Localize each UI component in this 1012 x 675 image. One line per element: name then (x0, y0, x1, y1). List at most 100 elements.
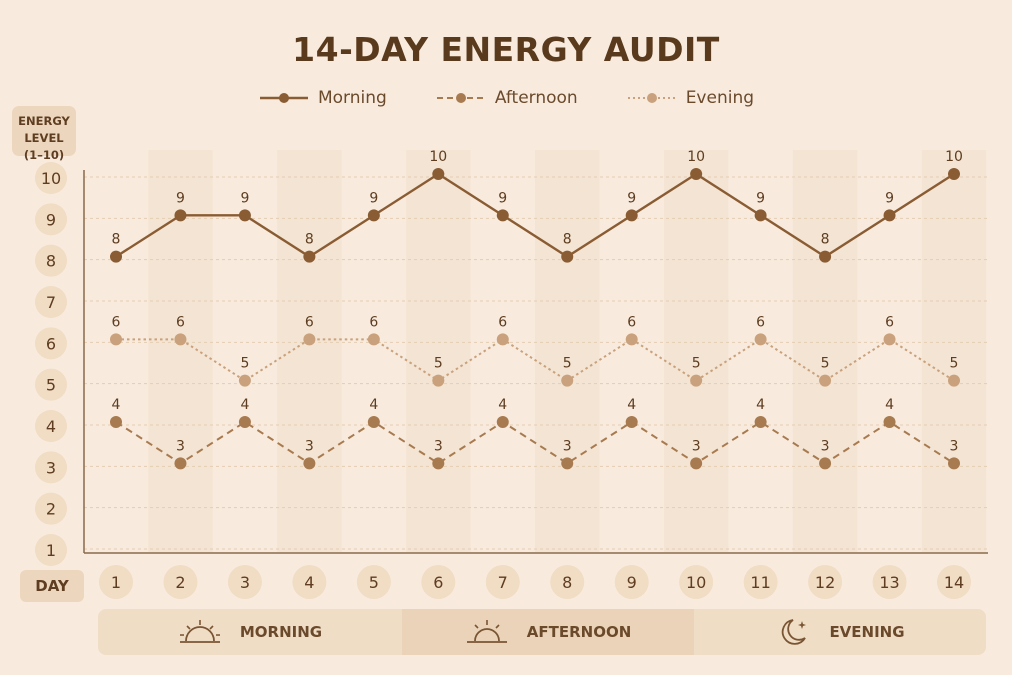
x-tick-bubble (485, 565, 520, 599)
data-point-afternoon (496, 416, 509, 428)
data-point-afternoon (174, 457, 187, 470)
y-tick-bubble (35, 244, 67, 277)
data-label-afternoon: 3 (176, 438, 185, 454)
data-point-morning (883, 209, 896, 222)
chart-title: 14-DAY ENERGY AUDIT (292, 30, 720, 69)
data-label-afternoon: 3 (305, 438, 314, 454)
data-point-afternoon (303, 457, 316, 470)
bar-evening: EVENING (694, 609, 986, 655)
data-point-morning (238, 209, 251, 222)
data-point-evening (303, 333, 316, 346)
data-point-afternoon (238, 416, 251, 428)
data-label-morning: 9 (498, 190, 507, 206)
data-point-afternoon (754, 416, 767, 428)
y-tick-label: 3 (46, 458, 56, 477)
data-point-morning (625, 209, 638, 222)
data-label-afternoon: 3 (563, 438, 572, 454)
legend-morning: Morning (258, 88, 387, 108)
data-label-evening: 5 (692, 356, 701, 372)
x-tick-bubble (550, 565, 585, 599)
y-tick-bubble (35, 410, 67, 442)
x-tick-label: 5 (369, 573, 379, 592)
y-tick-bubble (35, 492, 67, 525)
data-label-morning: 10 (945, 149, 963, 165)
data-label-evening: 6 (498, 314, 507, 330)
y-tick-label: 6 (46, 334, 56, 353)
data-point-morning (110, 250, 122, 263)
data-point-evening (690, 374, 703, 387)
data-label-morning: 10 (687, 149, 705, 165)
y-tick-label: 5 (46, 376, 56, 395)
data-label-morning: 8 (821, 232, 830, 248)
data-point-afternoon (690, 457, 703, 470)
data-label-evening: 6 (176, 314, 185, 330)
series-line-evening (116, 338, 955, 382)
column-band (663, 150, 729, 552)
bar-afternoon-label: AFTERNOON (526, 623, 632, 641)
data-label-evening: 6 (756, 314, 765, 330)
bar-afternoon: AFTERNOON (402, 609, 694, 655)
data-label-morning: 9 (756, 190, 765, 206)
column-band (535, 150, 600, 552)
data-label-afternoon: 4 (498, 397, 507, 413)
data-point-evening (110, 333, 122, 346)
data-label-afternoon: 4 (369, 397, 378, 413)
data-label-afternoon: 3 (434, 438, 443, 454)
data-point-afternoon (110, 416, 122, 428)
y-tick-bubble (35, 286, 67, 318)
data-point-evening (819, 374, 832, 387)
x-tick-label: 8 (562, 573, 572, 592)
data-label-evening: 6 (305, 314, 314, 330)
x-tick-label: 11 (750, 573, 770, 592)
x-tick-bubble (356, 565, 391, 599)
sun-icon (466, 620, 507, 643)
y-tick-label: 9 (46, 210, 56, 229)
data-label-evening: 5 (563, 356, 572, 372)
legend-evening-label: Evening (685, 88, 755, 108)
data-label-evening: 6 (885, 314, 894, 330)
x-tick-bubble (99, 565, 133, 599)
x-tick-label: 2 (175, 573, 185, 592)
x-tick-bubble (163, 565, 198, 599)
x-tick-bubble (292, 565, 327, 599)
data-point-morning (754, 209, 767, 222)
legend-morning-label: Morning (317, 88, 387, 108)
y-axis-title-line1: ENERGY LEVEL (18, 114, 70, 145)
x-tick-label: 13 (879, 573, 899, 592)
data-label-morning: 9 (240, 190, 249, 206)
data-point-afternoon (883, 416, 896, 428)
data-label-afternoon: 4 (627, 397, 636, 413)
x-tick-label: 4 (304, 573, 314, 592)
data-point-morning (367, 209, 380, 222)
data-point-morning (303, 250, 316, 263)
data-point-afternoon (432, 457, 445, 470)
data-label-morning: 9 (885, 190, 894, 206)
legend-evening: Evening (626, 88, 754, 108)
y-axis-title: ENERGY LEVEL (1–10) (12, 106, 76, 162)
x-tick-label: 1 (111, 573, 121, 592)
x-tick-label: 10 (686, 573, 706, 592)
y-tick-label: 8 (46, 252, 56, 271)
x-tick-bubble (679, 565, 714, 599)
column-band (406, 150, 471, 552)
data-point-evening (561, 374, 574, 387)
data-point-evening (754, 333, 767, 346)
data-point-morning (690, 168, 703, 180)
x-tick-bubble (743, 565, 778, 599)
column-band (921, 150, 987, 552)
y-tick-bubble (35, 451, 67, 484)
legend-morning-marker (259, 93, 308, 103)
data-label-morning: 8 (563, 232, 572, 248)
data-point-evening (367, 333, 380, 346)
data-label-afternoon: 3 (821, 438, 830, 454)
y-tick-label: 4 (46, 417, 56, 436)
y-tick-label: 2 (46, 500, 56, 519)
x-tick-label: 12 (815, 573, 835, 592)
x-axis-title: DAY (20, 570, 84, 602)
data-label-afternoon: 4 (885, 397, 894, 413)
x-tick-bubble (872, 565, 907, 599)
x-tick-bubble (421, 565, 456, 599)
column-band (792, 150, 858, 552)
data-label-evening: 6 (369, 314, 378, 330)
